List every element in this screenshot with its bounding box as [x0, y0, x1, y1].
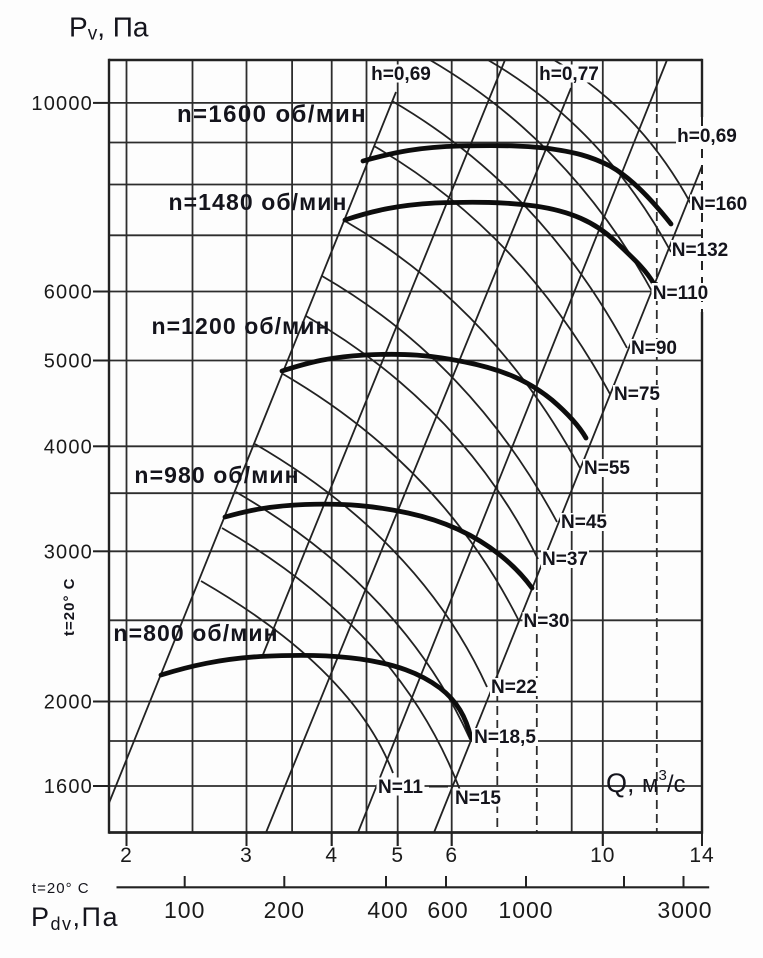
svg-text:n=1600 об/мин: n=1600 об/мин	[177, 101, 367, 128]
svg-text:400: 400	[367, 897, 408, 923]
svg-text:5: 5	[391, 844, 404, 867]
svg-text:Pdv,Па: Pdv,Па	[31, 902, 119, 934]
svg-text:10: 10	[590, 844, 615, 867]
svg-text:600: 600	[427, 897, 468, 923]
svg-text:N=110: N=110	[653, 283, 708, 304]
svg-text:N=18,5: N=18,5	[474, 727, 536, 748]
svg-text:n=1480 об/мин: n=1480 об/мин	[168, 189, 347, 215]
svg-text:10000: 10000	[31, 93, 93, 115]
svg-text:200: 200	[264, 897, 305, 923]
svg-text:N=160: N=160	[691, 194, 748, 215]
svg-text:N=37: N=37	[542, 549, 588, 570]
svg-text:n=800 об/мин: n=800 об/мин	[113, 620, 278, 646]
svg-text:14: 14	[689, 844, 714, 867]
svg-text:6000: 6000	[44, 282, 93, 304]
svg-text:n=980 об/мин: n=980 об/мин	[134, 462, 299, 488]
svg-text:2: 2	[120, 844, 133, 867]
svg-text:N=30: N=30	[524, 611, 570, 632]
svg-text:4: 4	[325, 844, 338, 867]
svg-text:100: 100	[164, 897, 205, 923]
svg-text:h=0,69: h=0,69	[371, 64, 431, 85]
svg-text:1000: 1000	[498, 897, 553, 923]
svg-text:5000: 5000	[44, 351, 93, 373]
svg-text:t=20° C: t=20° C	[32, 880, 90, 897]
svg-text:N=90: N=90	[631, 338, 677, 359]
svg-text:N=75: N=75	[614, 384, 660, 405]
svg-text:2000: 2000	[44, 692, 93, 714]
svg-text:n=1200 об/мин: n=1200 об/мин	[151, 313, 330, 339]
svg-text:N=22: N=22	[491, 677, 537, 698]
svg-text:4000: 4000	[44, 436, 93, 458]
svg-text:6: 6	[445, 844, 458, 867]
svg-text:N=45: N=45	[561, 512, 607, 533]
svg-text:h=0,77: h=0,77	[539, 64, 599, 85]
svg-text:t=20° C: t=20° C	[61, 578, 78, 636]
svg-text:1600: 1600	[44, 776, 93, 798]
svg-text:N=55: N=55	[584, 458, 630, 479]
svg-text:3: 3	[240, 844, 253, 867]
svg-text:h=0,69: h=0,69	[677, 126, 737, 147]
svg-text:Pv, Па: Pv, Па	[69, 12, 149, 45]
svg-text:3000: 3000	[657, 897, 712, 923]
svg-text:3000: 3000	[44, 541, 93, 563]
svg-text:Q, м3/с: Q, м3/с	[606, 767, 686, 798]
svg-text:N=15: N=15	[455, 788, 501, 809]
svg-text:N=132: N=132	[672, 240, 729, 261]
svg-text:N=11: N=11	[378, 777, 423, 798]
